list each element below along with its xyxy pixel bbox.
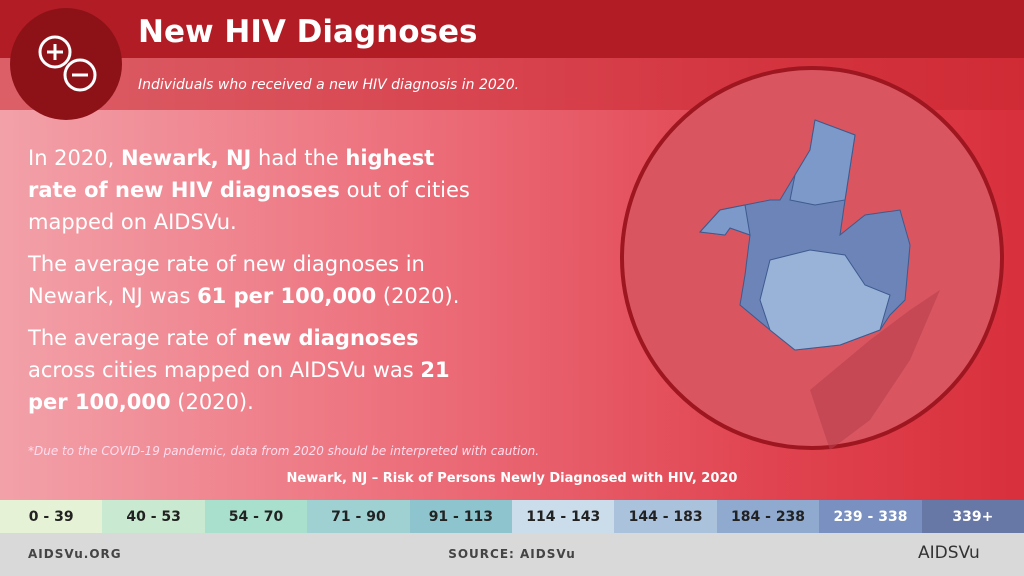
paragraph: The average rate of new diagnoses in New… <box>28 248 488 312</box>
legend-bin: 239 - 338 <box>819 500 922 533</box>
text: had the <box>251 146 346 170</box>
bold-text: highest rate of new HIV diagnoses <box>28 146 435 202</box>
text: The average rate of <box>28 326 243 350</box>
title: New HIV Diagnoses <box>138 14 478 50</box>
footnote: *Due to the COVID-19 pandemic, data from… <box>28 444 540 458</box>
legend-bin: 40 - 53 <box>102 500 205 533</box>
bold-text: 21 per 100,000 <box>28 358 450 414</box>
map <box>620 66 1004 450</box>
footer-source: SOURCE: AIDSVu <box>448 547 576 561</box>
title-bar <box>0 0 1024 58</box>
text: (2020). <box>170 390 254 414</box>
legend-bin: 71 - 90 <box>307 500 410 533</box>
text: (2020). <box>376 284 460 308</box>
legend-bin: 144 - 183 <box>614 500 717 533</box>
text: The average rate of new diagnoses in New… <box>28 252 425 308</box>
legend-title: Newark, NJ – Risk of Persons Newly Diagn… <box>286 471 738 486</box>
footer-logo: AIDSVu <box>918 543 980 563</box>
body-text: In 2020, Newark, NJ had the highest rate… <box>28 142 488 428</box>
legend-bin: 54 - 70 <box>204 500 308 533</box>
legend-bin: 91 - 113 <box>409 500 513 533</box>
legend-bin: 114 - 143 <box>512 500 615 533</box>
bold-text: 61 per 100,000 <box>197 284 377 308</box>
text: out of cities mapped on AIDSVu. <box>28 178 470 234</box>
legend-bin: 184 - 238 <box>716 500 820 533</box>
bold-text: new diagnoses <box>242 326 419 350</box>
legend-bin: 339+ <box>921 500 1024 533</box>
footer-link[interactable]: AIDSVu.ORG <box>28 547 122 561</box>
text: In 2020, <box>28 146 121 170</box>
text: across cities mapped on AIDSVu was <box>28 358 421 382</box>
legend: 0 - 39 40 - 53 54 - 70 71 - 90 91 - 113 114 -… <box>0 500 1024 533</box>
bold-text: Newark, NJ <box>120 146 252 170</box>
subtitle: Individuals who received a new HIV diagn… <box>138 77 520 93</box>
paragraph: The average rate of new diagnoses across… <box>28 322 488 418</box>
footer <box>0 533 1024 576</box>
legend-bin: 0 - 39 <box>0 500 103 533</box>
icon <box>10 8 122 120</box>
paragraph: In 2020, Newark, NJ had the highest rate… <box>28 142 488 238</box>
